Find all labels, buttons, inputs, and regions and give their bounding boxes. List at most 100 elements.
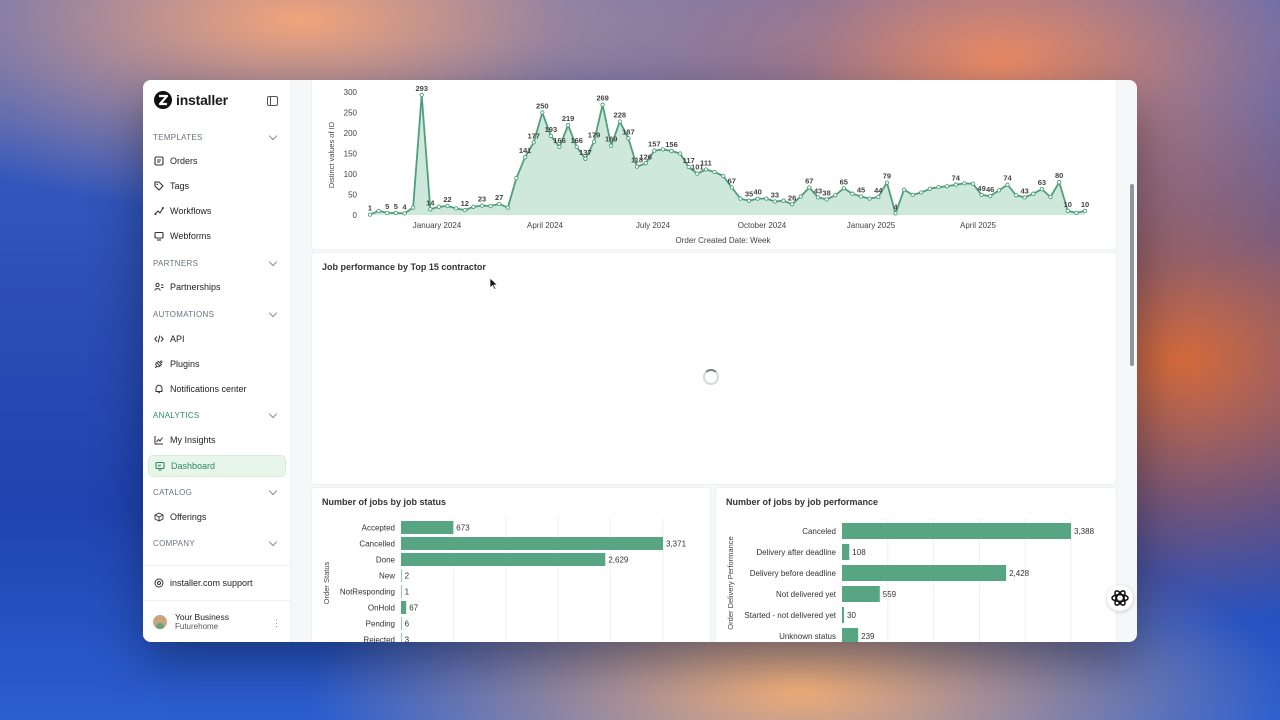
- bar: [401, 633, 402, 642]
- chevron-down-icon[interactable]: [268, 131, 278, 141]
- data-point: [738, 196, 743, 201]
- category-label: Rejected: [363, 636, 395, 643]
- data-label: 5: [394, 202, 398, 211]
- data-point: [798, 194, 803, 199]
- data-label: 22: [443, 195, 451, 204]
- bar: [401, 569, 402, 582]
- y-axis-label: Order Status: [322, 561, 331, 604]
- more-options-icon[interactable]: ⋮: [272, 618, 281, 628]
- sidebar-item-orders[interactable]: Orders: [148, 151, 284, 171]
- logo[interactable]: installer: [153, 89, 228, 111]
- y-axis-label: Distinct values of ID: [327, 121, 336, 188]
- data-point: [626, 136, 631, 141]
- data-point: [1074, 210, 1079, 216]
- bar: [842, 523, 1071, 539]
- category-label: Canceled: [802, 527, 836, 536]
- sidebar-item-label: Offerings: [170, 512, 207, 522]
- bar: [842, 544, 850, 560]
- line-chart-icon: [154, 435, 164, 445]
- sidebar-item-label: API: [170, 334, 185, 344]
- data-label: 126: [639, 152, 652, 161]
- data-point: [755, 196, 760, 201]
- value-label: 3: [405, 636, 410, 643]
- performance-bar-chart: Order Delivery Performance Canceled 3,388 D…: [726, 518, 1095, 642]
- bar: [401, 521, 454, 534]
- data-point: [453, 206, 459, 211]
- data-point: [531, 140, 536, 145]
- divider: [143, 600, 290, 601]
- sidebar-item-dashboard[interactable]: Dashboard: [148, 455, 286, 477]
- sidebar-item-my-insights[interactable]: My Insights: [148, 430, 284, 450]
- sidebar-item-plugins[interactable]: Plugins: [148, 354, 284, 374]
- chat-assistant-button[interactable]: [1107, 585, 1133, 611]
- data-label: 33: [771, 191, 779, 200]
- data-label: 166: [570, 136, 583, 145]
- section-company[interactable]: COMPANY: [153, 539, 195, 548]
- data-point: [1048, 194, 1053, 200]
- series-area: [370, 94, 1085, 215]
- data-label: 1: [368, 204, 372, 213]
- data-point: [772, 199, 778, 204]
- chevron-down-icon[interactable]: [268, 409, 278, 419]
- data-label: 74: [952, 174, 961, 183]
- value-label: 239: [861, 632, 875, 641]
- sidebar-item-label: Workflows: [170, 206, 212, 216]
- data-label: 118: [631, 156, 643, 165]
- value-label: 67: [409, 604, 418, 613]
- dashboard-icon: [155, 461, 165, 471]
- bar: [401, 553, 606, 566]
- data-label: 166: [553, 136, 566, 145]
- chevron-down-icon[interactable]: [268, 486, 278, 496]
- sidebar-item-api[interactable]: API: [148, 329, 284, 349]
- data-point: [884, 180, 890, 185]
- business-switcher[interactable]: Your Business Futurehome: [153, 612, 229, 632]
- sidebar-item-workflows[interactable]: Workflows: [148, 201, 284, 221]
- data-point: [721, 173, 726, 179]
- sidebar-item-partnerships[interactable]: Partnerships: [148, 277, 284, 297]
- sidebar-item-webforms[interactable]: Webforms: [148, 226, 284, 246]
- data-point: [764, 196, 769, 201]
- installer-logo-icon: [154, 91, 172, 109]
- data-point: [1039, 187, 1045, 192]
- data-point: [488, 203, 493, 209]
- data-point: [471, 204, 476, 209]
- sidebar-item-notifications[interactable]: Notifications center: [148, 379, 284, 399]
- section-analytics[interactable]: ANALYTICS: [153, 411, 200, 420]
- data-point: [927, 186, 933, 191]
- data-point: [815, 195, 821, 200]
- bell-icon: [154, 384, 164, 394]
- business-name: Your Business: [175, 612, 230, 622]
- bar: [842, 565, 1007, 581]
- value-label: 2,428: [1009, 569, 1030, 578]
- data-point: [953, 182, 958, 187]
- data-label: 46: [986, 185, 994, 194]
- chevron-down-icon[interactable]: [268, 257, 278, 267]
- data-point: [962, 181, 967, 186]
- data-point: [609, 143, 614, 148]
- data-point: [514, 175, 519, 181]
- sidebar-collapse-icon[interactable]: [267, 96, 278, 106]
- data-point: [936, 184, 941, 190]
- section-partners[interactable]: PARTNERS: [153, 259, 199, 268]
- chevron-down-icon[interactable]: [268, 308, 278, 318]
- scrollbar-thumb[interactable]: [1130, 184, 1134, 366]
- section-catalog[interactable]: CATALOG: [153, 488, 193, 497]
- data-point: [841, 186, 846, 191]
- chevron-down-icon[interactable]: [268, 537, 278, 547]
- data-point: [858, 194, 864, 199]
- y-tick-label: 250: [344, 109, 358, 118]
- sidebar-item-offerings[interactable]: Offerings: [148, 507, 284, 527]
- section-templates[interactable]: TEMPLATES: [153, 133, 203, 142]
- users-icon: [154, 282, 164, 292]
- support-link[interactable]: installer.com support: [148, 573, 284, 593]
- data-label: 67: [805, 177, 813, 186]
- data-label: 101: [691, 163, 704, 172]
- y-tick-label: 0: [353, 211, 358, 220]
- sidebar-item-tags[interactable]: Tags: [148, 176, 284, 196]
- category-label: Done: [376, 556, 396, 565]
- section-automations[interactable]: AUTOMATIONS: [153, 310, 215, 319]
- data-point: [867, 196, 872, 201]
- data-point: [660, 147, 666, 152]
- sidebar-item-label: My Insights: [170, 435, 216, 445]
- data-point: [807, 185, 812, 190]
